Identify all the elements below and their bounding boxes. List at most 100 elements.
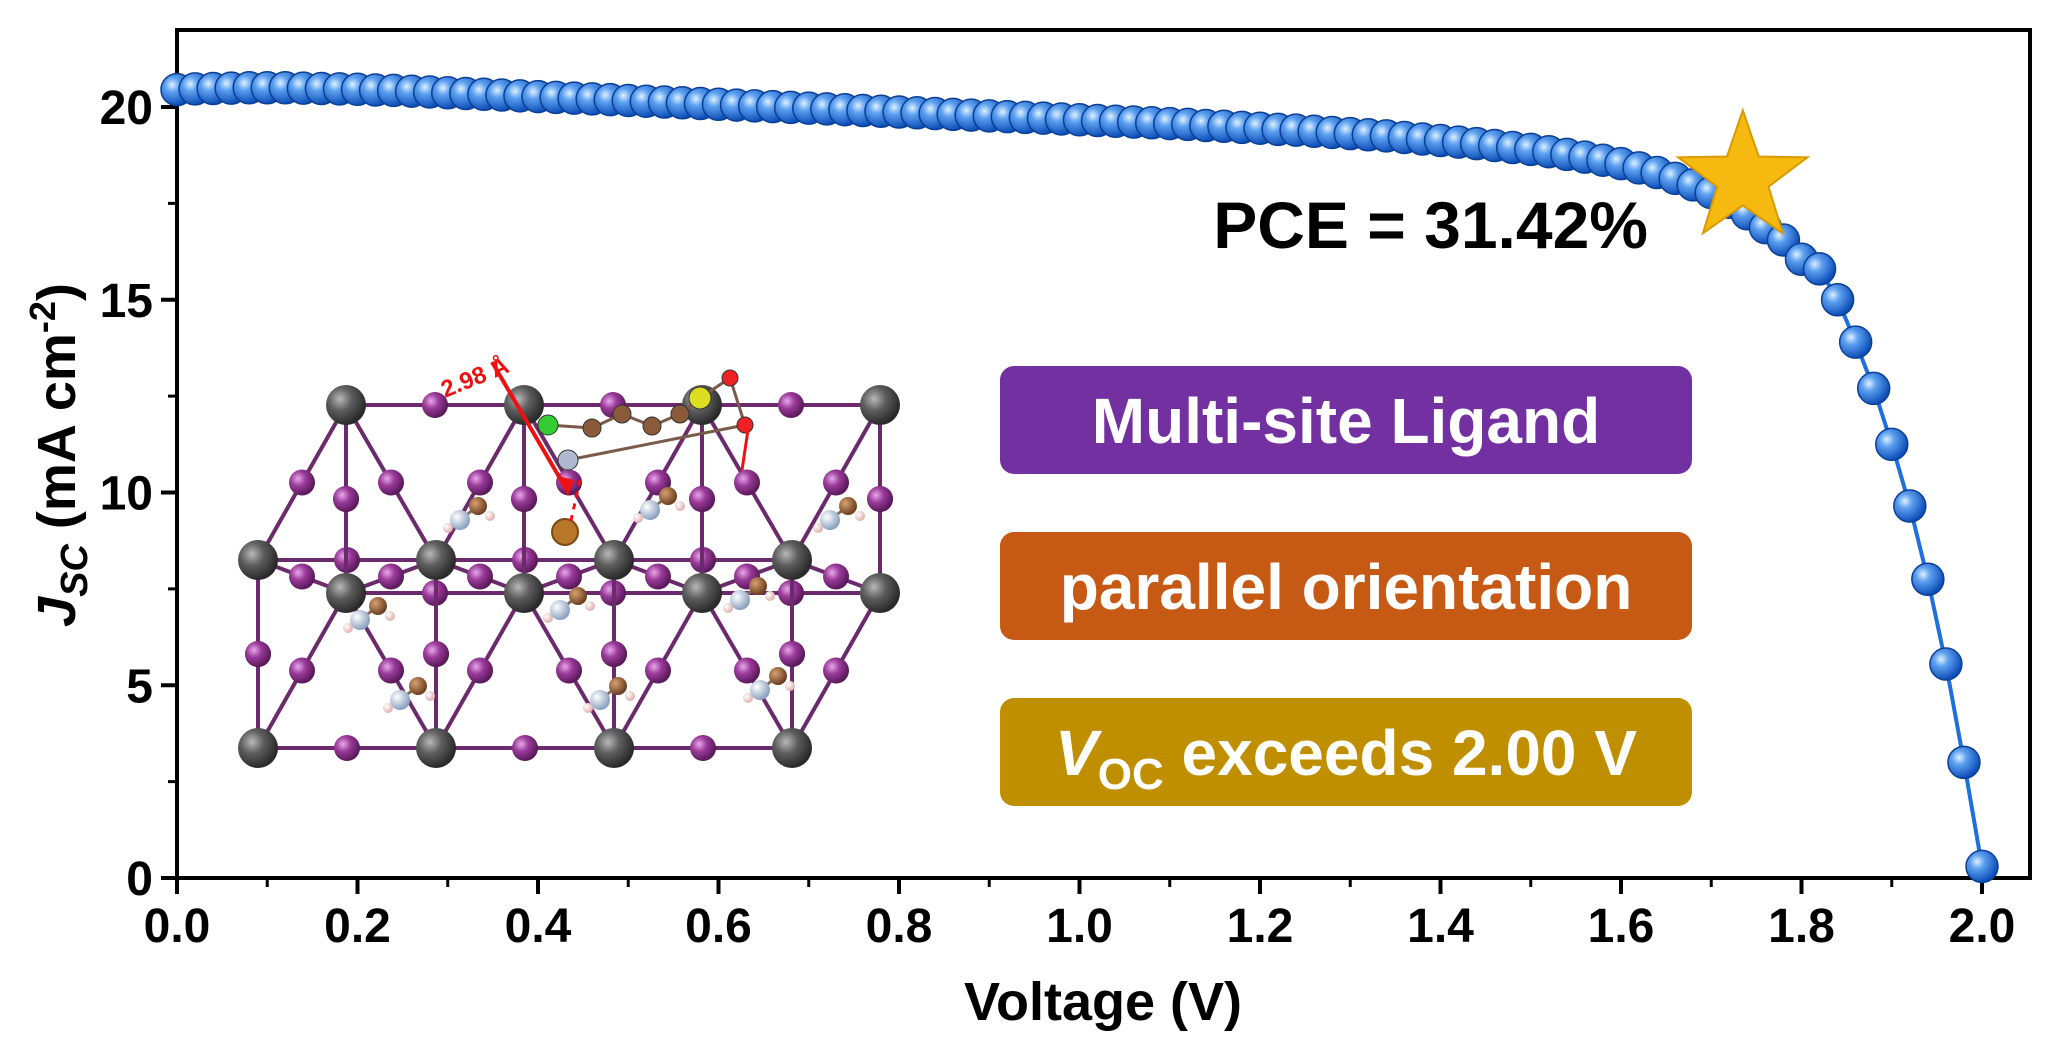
inset-iodide-atom [423,641,449,667]
inset-nitrogen-atom [550,600,570,620]
inset-hydrogen-atom [675,501,685,511]
inset-lead-atom [860,573,900,613]
jv-point [1965,849,1999,884]
inset-hydrogen-atom [383,703,393,713]
voc-rest: exceeds 2.00 V [1164,717,1638,789]
jv-point [1911,562,1945,596]
inset-red-marker [740,429,750,471]
inset-iodide-atom [556,657,582,684]
x-tick-label: 0.4 [505,900,572,953]
inset-iodide-atom [511,486,537,512]
ligand-atom [670,404,690,424]
ligand-atom [582,418,602,438]
inset-hydrogen-atom [765,591,775,601]
inset-hydrogen-atom [385,611,395,621]
x-tick-label: 0.6 [685,900,752,953]
inset-lead-atom [326,385,366,425]
voc-symbol: V [1055,717,1103,789]
inset-dashed-bond [568,479,582,526]
mpp-star-icon [1675,107,1811,236]
y-tick-label: 5 [126,660,153,713]
inset-carbon-atom [659,487,677,505]
badge-multisite-bg [1000,366,1692,474]
inset-hydrogen-atom [585,601,595,611]
jv-point [1875,427,1909,462]
inset-iodide-atom [289,469,315,496]
inset-hydrogen-atom [543,613,553,623]
inset-lead-atom [416,728,456,768]
inset-binding-site-atom [551,518,579,546]
y-title-main: J [27,596,87,627]
inset-iodide-atom [467,469,493,496]
distance-arrow [490,360,570,494]
inset-lead-atom [594,728,634,768]
ligand-atom [688,386,712,410]
inset-hydrogen-atom [583,703,593,713]
y-tick-label: 10 [100,468,153,521]
y-tick-label: 15 [100,275,153,328]
plot-frame [175,28,2032,880]
ligand-bond [567,423,746,462]
inset-hydrogen-atom [625,691,635,701]
y-axis-title: JSC (mA cm-2) [22,283,96,627]
inset-iodide-atom [245,641,271,667]
inset-nitrogen-atom [350,610,370,630]
inset-hydrogen-atom [743,693,753,703]
bond-distance-label: 2.98 Å [437,351,513,403]
y-title-close: ) [27,283,87,301]
inset-nitrogen-atom [730,590,750,610]
inset-lead-atom [504,573,544,613]
jv-point [1802,252,1837,286]
inset-hydrogen-atom [425,691,435,701]
inset-hydrogen-atom [343,623,353,633]
x-tick-label: 1.8 [1768,900,1835,953]
inset-iodide-atom [334,735,360,761]
badge-voc: VOC exceeds 2.00 V [1000,698,1692,806]
inset-iodide-atom [823,657,849,684]
inset-nitrogen-atom [820,510,840,530]
inset-hydrogen-atom [813,523,823,533]
inset-iodide-atom [601,641,627,667]
x-tick-label: 0.8 [866,900,933,953]
badge-orientation-bg [1000,532,1692,640]
y-tick-label: 0 [126,853,153,906]
voc-subscript: OC [1098,750,1164,799]
pce-annotation: PCE = 31.42% [1213,188,1648,262]
inset-lead-atom [682,573,722,613]
inset-carbon-atom [409,677,427,695]
inset-carbon-atom [569,587,587,605]
inset-iodide-atom [645,657,671,684]
badge-voc-text: VOC exceeds 2.00 V [1055,717,1637,799]
inset-iodide-atom [289,657,315,684]
inset-lead-atom [594,540,634,580]
inset-iodide-atom [823,469,849,496]
x-axis-title: Voltage (V) [964,972,1242,1032]
ligand-atom [642,416,662,436]
inset-iodide-atom [512,735,538,761]
inset-hydrogen-atom [485,511,495,521]
inset-carbon-atom [839,497,857,515]
y-title-sub: SC [54,544,96,597]
inset-carbon-atom [609,677,627,695]
x-tick-label: 1.4 [1407,900,1474,953]
inset-iodide-atom [378,563,404,590]
crystal-structure-inset [238,369,900,768]
inset-iodide-atom [333,486,359,512]
inset-nitrogen-atom [590,690,610,710]
distance-arrowhead [558,476,574,496]
x-tick-label: 0.2 [324,900,391,953]
jv-point [1947,745,1981,780]
inset-iodide-atom [467,563,493,590]
x-tick-label: 1.0 [1046,900,1113,953]
inset-hydrogen-atom [785,681,795,691]
ligand-atom [721,369,739,387]
inset-iodide-atom [778,392,804,418]
ligand-atom [537,414,559,436]
inset-iodide-atom [467,657,493,684]
inset-iodide-atom [689,486,715,512]
jv-point [1856,371,1891,406]
ligand-atom [557,449,579,471]
inset-lead-atom [772,728,812,768]
badge-orientation: parallel orientation [1000,532,1692,640]
